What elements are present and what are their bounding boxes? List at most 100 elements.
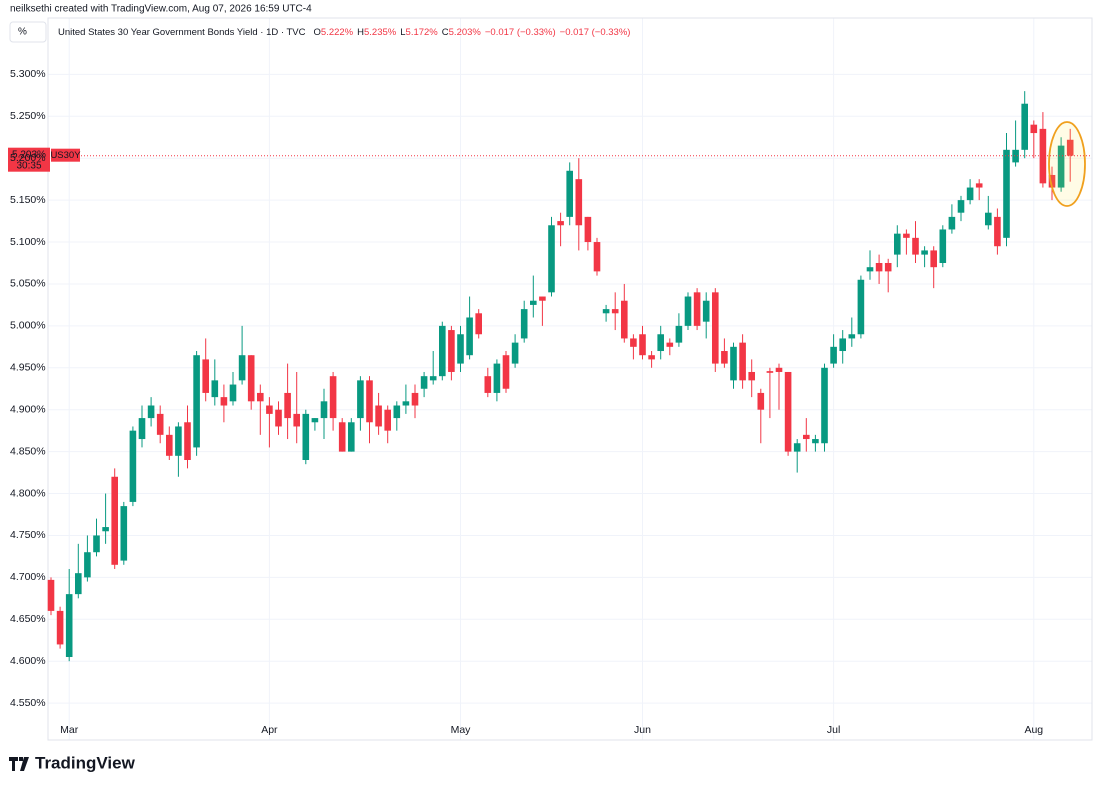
candle-body <box>1003 149 1010 238</box>
candle-body <box>175 426 182 456</box>
candle-body <box>84 552 91 578</box>
x-tick-label: Apr <box>261 724 278 736</box>
candle-body <box>1030 124 1038 134</box>
candle-body <box>721 351 728 364</box>
y-tick-label: 4.650% <box>10 613 46 625</box>
candle-body <box>93 535 100 553</box>
y-tick-label: 4.550% <box>10 697 46 709</box>
candle-body <box>784 371 792 452</box>
candle-body <box>539 296 546 301</box>
legend-title: United States 30 Year Government Bonds Y… <box>58 27 306 38</box>
candle-body <box>548 225 555 293</box>
y-tick-label: 4.800% <box>10 487 46 499</box>
x-tick-label: Mar <box>60 724 79 736</box>
candle-body <box>875 262 883 272</box>
candle-body <box>366 380 373 423</box>
y-tick-label: 4.700% <box>10 571 46 583</box>
candle-body <box>284 392 291 419</box>
candle-body <box>475 313 482 335</box>
x-tick-label: May <box>451 724 472 736</box>
candle-body <box>793 443 801 452</box>
candle-body <box>602 309 610 314</box>
legend-key: L <box>400 27 405 38</box>
y-tick-label: 4.900% <box>10 403 46 415</box>
candle-body <box>611 309 619 314</box>
candle-body <box>393 405 401 419</box>
candle-body <box>357 380 364 419</box>
legend-key: O <box>314 27 321 38</box>
candle-body <box>247 355 255 402</box>
candle-body <box>348 422 355 452</box>
candle-body <box>102 527 109 532</box>
candle-body <box>147 405 155 419</box>
candle-body <box>111 476 118 565</box>
candle-body <box>448 330 455 372</box>
candle-body <box>129 430 137 502</box>
price-label-box <box>8 147 50 172</box>
candle-body <box>739 342 746 381</box>
candle-body <box>384 409 391 431</box>
brand-name: TradingView <box>35 753 136 772</box>
candle-body <box>302 413 310 460</box>
candle-body <box>848 334 856 339</box>
candle-body <box>748 371 755 381</box>
candle-body <box>866 267 874 272</box>
candle-body <box>975 183 983 188</box>
candle-body <box>420 376 428 389</box>
candle-body <box>229 384 237 402</box>
y-tick-label: 4.600% <box>10 655 46 667</box>
candle-body <box>238 355 246 381</box>
candle-body <box>520 309 528 339</box>
candle-body <box>621 300 628 339</box>
candle-body <box>757 392 765 410</box>
candle-body <box>266 405 273 414</box>
legend-value: 5.203% <box>449 27 482 38</box>
price-countdown: 30:35 <box>16 160 41 171</box>
legend-change: −0.017 (−0.33%) <box>485 27 556 38</box>
candle-body <box>220 397 228 406</box>
unit-button-label[interactable]: % <box>18 27 27 38</box>
candle-body <box>1012 149 1019 163</box>
candle-body <box>1066 139 1074 156</box>
legend-value: 5.172% <box>406 27 439 38</box>
candle-body <box>657 334 664 352</box>
candle-body <box>730 346 737 381</box>
y-tick-label: 5.300% <box>10 68 46 80</box>
candle-body <box>639 334 646 356</box>
highlight-ellipse <box>1048 121 1086 207</box>
candle-body <box>939 229 947 263</box>
candle-body <box>138 418 146 440</box>
y-tick-label: 5.050% <box>10 278 46 290</box>
logo-icon <box>9 757 29 771</box>
candle-body <box>211 380 219 398</box>
y-tick-label: 5.100% <box>10 236 46 248</box>
candle-body <box>484 376 492 393</box>
candle-body <box>402 401 410 406</box>
candle-body <box>1039 128 1047 184</box>
y-tick-label: 5.200% <box>10 152 46 164</box>
candle-body <box>812 439 819 444</box>
candle-body <box>684 296 692 326</box>
x-tick-label: Aug <box>1024 724 1043 736</box>
candle-body <box>1057 145 1065 188</box>
candle-body <box>75 573 82 595</box>
symbol-label: US30Y <box>50 150 81 161</box>
candle-body <box>921 250 928 255</box>
legend: United States 30 Year Government Bonds Y… <box>58 27 630 38</box>
candle-body <box>466 317 473 356</box>
legend-key: H <box>357 27 364 38</box>
candle-body <box>884 262 892 272</box>
unit-button[interactable] <box>9 21 47 43</box>
candle-body <box>47 579 55 611</box>
price-line-layer: 5.203%30:35 US30Y <box>8 147 1092 172</box>
candle-body <box>630 338 637 347</box>
y-tick-label: 5.150% <box>10 194 46 206</box>
watermark: neilksethi created with TradingView.com,… <box>10 4 312 15</box>
candle-body <box>693 292 701 326</box>
legend-change: −0.017 (−0.33%) <box>560 27 631 38</box>
candle-body <box>1021 103 1028 150</box>
candle-body <box>530 300 537 305</box>
candle-body <box>65 594 73 658</box>
candle-body <box>375 405 382 427</box>
candle-body <box>648 355 655 360</box>
